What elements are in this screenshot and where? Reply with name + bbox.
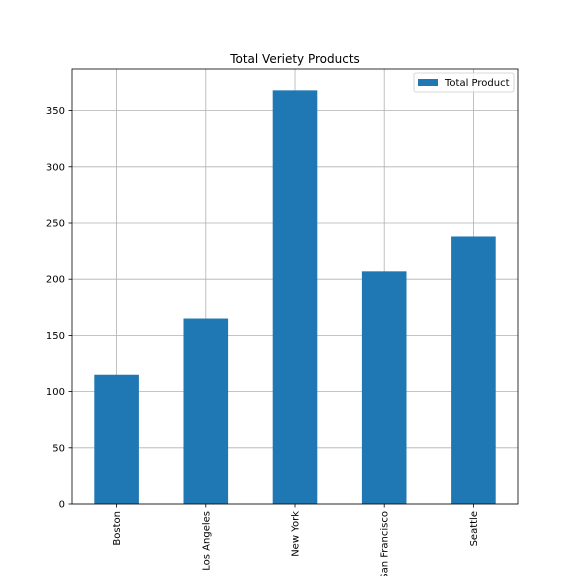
chart-title: Total Veriety Products <box>229 52 360 66</box>
y-tick-label: 250 <box>46 218 65 229</box>
y-tick-label: 0 <box>59 500 65 511</box>
x-tick-label: Los Angeles <box>201 511 212 571</box>
y-tick-label: 150 <box>46 331 65 342</box>
bar-san-francisco <box>361 271 407 504</box>
bar-seattle <box>451 236 496 504</box>
y-tick-label: 200 <box>46 275 65 286</box>
bar-boston <box>94 374 139 504</box>
legend-swatch <box>418 79 438 86</box>
x-tick-label: Seattle <box>469 511 480 546</box>
x-tick-label: Boston <box>112 511 123 546</box>
x-tick-label: New York <box>291 511 302 557</box>
y-tick-label: 300 <box>46 162 65 173</box>
bar-los-angeles <box>183 318 229 504</box>
y-tick-label: 50 <box>52 443 65 454</box>
legend-box <box>413 72 515 93</box>
bars-layer <box>94 90 496 504</box>
bar-new-york <box>272 90 318 504</box>
legend-label: Total Product <box>444 78 510 89</box>
y-tick-label: 350 <box>46 106 65 117</box>
legend: Total Product <box>413 72 515 93</box>
axes-layer: 0 50 100 150 200 250 300 350 Boston Los Angeles Ne… <box>46 68 519 576</box>
y-tick-label: 100 <box>46 387 65 398</box>
x-tick-label: San Francisco <box>380 511 391 576</box>
